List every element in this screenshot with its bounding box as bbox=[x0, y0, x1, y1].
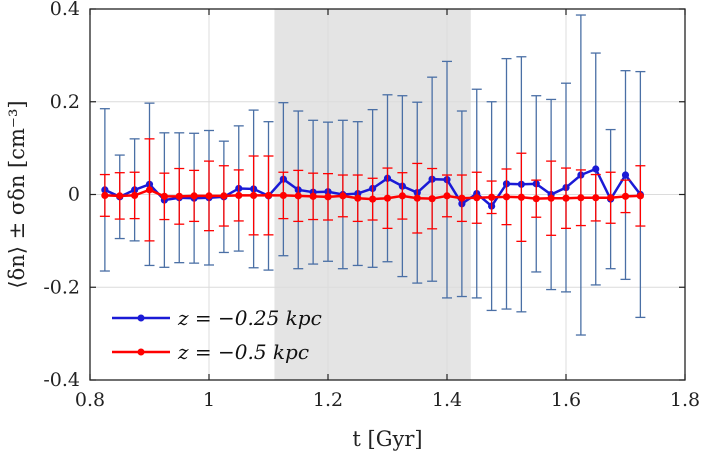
data-point bbox=[324, 193, 332, 201]
data-point bbox=[577, 194, 585, 202]
tick-labels: 0.8 1 1.2 1.4 1.6 1.8 -0.4 -0.2 0 0.2 0.4 bbox=[43, 0, 700, 411]
data-point bbox=[458, 194, 466, 202]
legend-label-series-1: z = −0.25 kpc bbox=[177, 306, 322, 330]
data-point bbox=[279, 191, 287, 200]
data-point bbox=[607, 194, 615, 202]
data-point bbox=[621, 192, 630, 200]
series-2 bbox=[99, 138, 646, 242]
y-tick-label: 0.4 bbox=[50, 0, 80, 20]
x-tick-label: 0.8 bbox=[75, 389, 105, 411]
data-point bbox=[205, 192, 213, 200]
data-point bbox=[562, 194, 570, 202]
data-point bbox=[517, 193, 525, 201]
legend-marker-series-2 bbox=[137, 348, 145, 356]
data-point bbox=[547, 194, 555, 202]
data-point bbox=[175, 192, 183, 200]
data-point bbox=[383, 194, 392, 202]
data-point bbox=[339, 192, 347, 200]
legend-label-series-2: z = −0.5 kpc bbox=[177, 340, 309, 364]
data-point bbox=[220, 192, 228, 200]
data-point bbox=[116, 192, 124, 200]
data-point bbox=[473, 194, 481, 202]
data-point bbox=[636, 192, 644, 200]
data-point bbox=[235, 191, 243, 200]
data-point bbox=[354, 194, 362, 202]
data-point bbox=[101, 191, 109, 200]
y-tick-label: 0.2 bbox=[50, 91, 80, 113]
x-tick-label: 1.8 bbox=[670, 389, 700, 411]
axis-ticks bbox=[89, 8, 686, 381]
data-point bbox=[502, 193, 511, 201]
data-point bbox=[309, 192, 317, 200]
data-point bbox=[145, 186, 154, 194]
data-point bbox=[428, 195, 436, 203]
y-tick-label: 0 bbox=[68, 184, 80, 206]
series-1 bbox=[99, 14, 646, 336]
data-point bbox=[264, 191, 273, 200]
x-tick-label: 1 bbox=[203, 389, 215, 411]
data-point bbox=[250, 191, 258, 200]
x-tick-label: 1.2 bbox=[313, 389, 343, 411]
x-tick-label: 1.6 bbox=[551, 389, 581, 411]
data-point bbox=[621, 171, 630, 179]
legend: z = −0.25 kpc z = −0.5 kpc bbox=[112, 306, 322, 364]
legend-marker-series-1 bbox=[137, 314, 145, 322]
plot-series bbox=[99, 14, 646, 336]
data-point bbox=[294, 192, 302, 200]
data-point bbox=[413, 194, 421, 202]
data-point bbox=[532, 195, 540, 203]
data-point bbox=[369, 195, 377, 203]
y-axis-label: ⟨δn⟩ ± σδn [cm⁻³] bbox=[5, 100, 29, 288]
data-point bbox=[592, 194, 600, 202]
data-point bbox=[488, 193, 496, 201]
data-point bbox=[190, 192, 198, 200]
data-point bbox=[131, 191, 139, 200]
x-axis-label: t [Gyr] bbox=[352, 427, 422, 451]
data-point bbox=[398, 192, 406, 200]
data-point bbox=[443, 192, 451, 200]
data-point bbox=[160, 192, 168, 200]
data-point bbox=[592, 165, 600, 173]
x-tick-label: 1.4 bbox=[432, 389, 462, 411]
y-tick-label: -0.2 bbox=[43, 276, 80, 298]
y-tick-label: -0.4 bbox=[43, 369, 80, 391]
